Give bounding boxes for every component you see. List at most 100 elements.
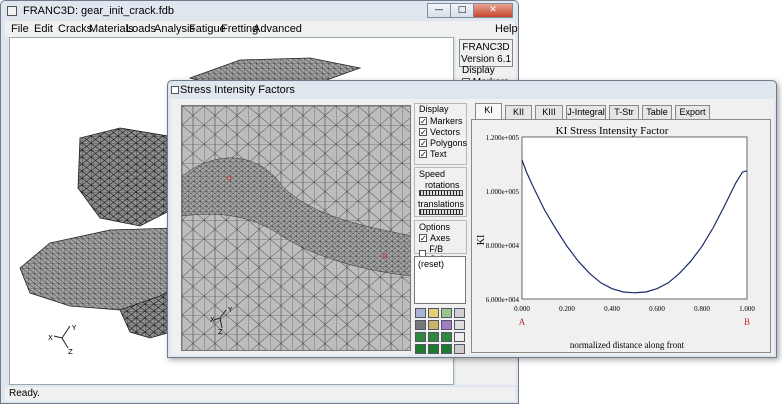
view-tool-button-8[interactable] (454, 320, 465, 330)
tab-table[interactable]: Table (642, 105, 672, 119)
translations-slider[interactable] (419, 209, 463, 215)
axes-label: Axes (430, 233, 451, 243)
view-tool-button-3[interactable] (441, 308, 452, 318)
menu-loads[interactable]: Loads (126, 23, 156, 35)
view-tool-button-4[interactable] (454, 308, 465, 318)
version-number: Version 6.1 (460, 54, 512, 65)
menu-file[interactable]: File (11, 23, 29, 35)
x-tick-label: 1.000 (739, 305, 755, 313)
vectors-checkbox[interactable]: ✓ Vectors (419, 127, 460, 137)
view-tool-button-6[interactable] (428, 320, 439, 330)
menu-analysis[interactable]: Analysis (154, 23, 195, 35)
app-icon (7, 6, 17, 16)
maximize-button[interactable]: □ (450, 3, 474, 18)
view-tool-button-9[interactable] (415, 332, 426, 342)
ki-plot-frame: KI Stress Intensity Factor KI normalized… (471, 119, 771, 353)
main-window-title: FRANC3D: gear_init_crack.fdb (23, 5, 175, 17)
menu-edit[interactable]: Edit (34, 23, 53, 35)
options-group-label: Options (419, 222, 451, 232)
x-axis-label: normalized distance along front (570, 340, 685, 350)
menu-help[interactable]: Help (495, 23, 518, 35)
close-button[interactable]: ✕ (473, 3, 513, 18)
dialog-icon (171, 86, 179, 94)
display-group-label: Display (419, 104, 449, 114)
svg-text:X: X (210, 316, 215, 324)
y-tick-label: 6.000e+004 (486, 296, 520, 304)
tab-kiii[interactable]: KIII (535, 105, 563, 119)
svg-text:Z: Z (68, 348, 73, 356)
svg-text:Z: Z (218, 328, 223, 336)
text-label: Text (430, 149, 447, 159)
view-tool-button-16[interactable] (454, 344, 465, 354)
speed-group-label: Speed (419, 169, 446, 179)
reset-entry[interactable]: (reset) (418, 259, 445, 269)
version-box: FRANC3D Version 6.1 (459, 39, 513, 67)
markers-label: Markers (430, 116, 463, 126)
tab-j-integral[interactable]: J-Integral (566, 105, 606, 119)
crack-mesh-view[interactable]: Y X Z (181, 105, 411, 351)
ki-chart: KI Stress Intensity Factor KI normalized… (476, 125, 755, 350)
front-marker-b (382, 253, 388, 259)
checkmark-icon: ✓ (419, 150, 427, 159)
tab-ki[interactable]: KI (475, 103, 502, 120)
view-tool-button-11[interactable] (441, 332, 452, 342)
view-tool-button-1[interactable] (415, 308, 426, 318)
x-tick-label: 0.000 (514, 305, 530, 313)
front-marker-a (226, 175, 232, 181)
x-tick-label: 0.600 (649, 305, 665, 313)
plot-area (521, 136, 748, 300)
crack-mesh: Y X Z (182, 106, 410, 350)
polygons-label: Polygons (430, 138, 468, 148)
checkmark-icon: ✓ (419, 139, 427, 148)
menu-fatigue[interactable]: Fatigue (189, 23, 226, 35)
checkmark-icon: ✓ (419, 234, 427, 243)
rotations-slider[interactable] (419, 190, 463, 196)
view-tool-button-13[interactable] (415, 344, 426, 354)
checkmark-icon: ✓ (419, 128, 427, 137)
view-tool-button-5[interactable] (415, 320, 426, 330)
y-tick-label: 1.200e+005 (486, 134, 520, 142)
dialog-title: Stress Intensity Factors (180, 84, 295, 96)
svg-text:Y: Y (71, 324, 77, 332)
tab-export[interactable]: Export (675, 105, 710, 119)
status-bar: Ready. (5, 387, 515, 401)
menu-fretting[interactable]: Fretting (221, 23, 259, 35)
menu-materials[interactable]: Materials (89, 23, 134, 35)
view-tool-button-14[interactable] (428, 344, 439, 354)
minimize-button[interactable]: — (427, 3, 451, 18)
view-tool-buttons (415, 308, 465, 354)
tab-kii[interactable]: KII (505, 105, 532, 119)
rotations-label: rotations (425, 180, 460, 190)
view-controls: Display ✓ Markers ✓ Vectors ✓ Polygons ✓ Tex… (414, 103, 467, 354)
tab-t-str[interactable]: T-Str (609, 105, 639, 119)
view-tool-button-7[interactable] (441, 320, 452, 330)
mesh-axis-triad: Y X Z (210, 306, 233, 336)
view-tool-button-10[interactable] (428, 332, 439, 342)
markers-checkbox[interactable]: ✓ Markers (419, 116, 463, 126)
menu-advanced[interactable]: Advanced (253, 23, 302, 35)
checkmark-icon: ✓ (419, 117, 427, 126)
front-end-label-a: A (519, 317, 526, 327)
y-axis-label: KI (476, 235, 487, 246)
x-tick-label: 0.400 (604, 305, 620, 313)
menu-cracks[interactable]: Cracks (58, 23, 93, 35)
side-display-label: Display (462, 65, 495, 76)
svg-text:X: X (48, 334, 53, 342)
view-tool-button-15[interactable] (441, 344, 452, 354)
view-tool-button-2[interactable] (428, 308, 439, 318)
vectors-label: Vectors (430, 127, 461, 137)
translations-label: translations (418, 199, 465, 209)
text-checkbox[interactable]: ✓ Text (419, 149, 447, 159)
view-tool-button-12[interactable] (454, 332, 465, 342)
axis-triad: Y X Z (48, 324, 77, 356)
sif-tabs: KI KII KIII J-Integral T-Str Table Expor… (475, 103, 771, 120)
options-group: Options ✓Axes F/B Colors (414, 220, 467, 264)
sif-dialog: Stress Intensity Factors (167, 80, 777, 358)
y-tick-label: 8.000e+004 (486, 242, 520, 250)
axes-checkbox[interactable]: ✓ Axes (419, 233, 450, 243)
chart-title: KI Stress Intensity Factor (556, 125, 669, 137)
x-tick-label: 0.800 (694, 305, 710, 313)
view-history-list[interactable]: (reset) (414, 256, 466, 304)
display-group: Display ✓ Markers ✓ Vectors ✓ Polygons ✓ Tex… (414, 103, 467, 165)
polygons-checkbox[interactable]: ✓ Polygons (419, 138, 467, 148)
